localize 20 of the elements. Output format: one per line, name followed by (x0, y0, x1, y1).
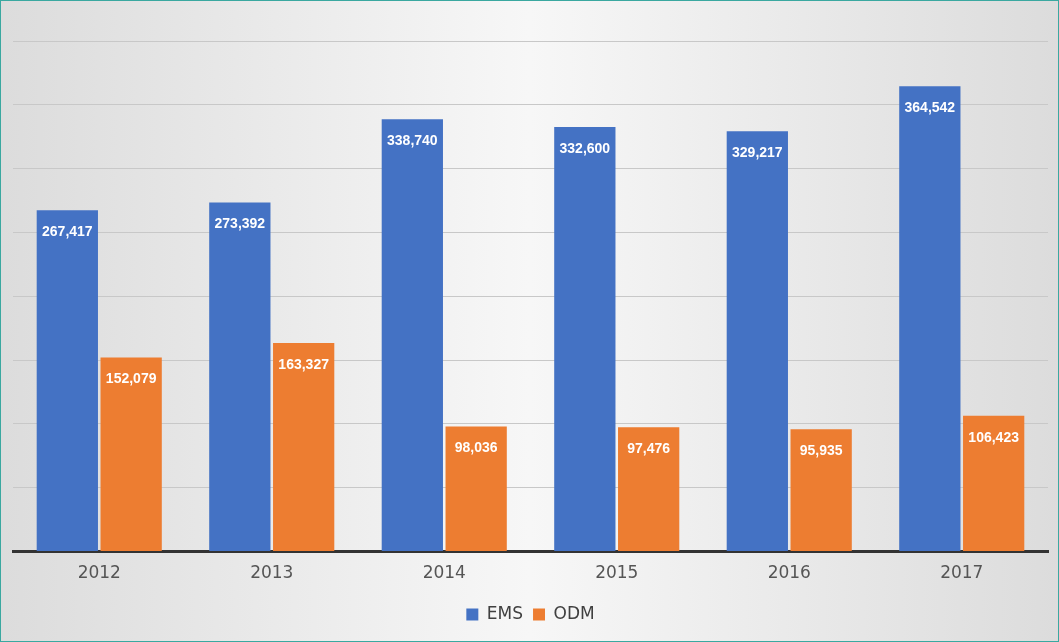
data-label: 332,600 (559, 139, 611, 156)
x-tick-label: 2014 (422, 562, 466, 583)
x-tick-label: 2012 (77, 562, 121, 583)
data-label: 97,476 (627, 440, 671, 457)
x-tick-label: 2016 (767, 562, 811, 583)
data-label: 267,417 (42, 223, 93, 240)
data-label: 106,423 (968, 428, 1020, 445)
data-label: 329,217 (732, 144, 783, 161)
x-tick-label: 2013 (250, 562, 294, 583)
legend-label: EMS (486, 602, 524, 623)
data-label: 364,542 (904, 99, 956, 116)
data-label: 273,392 (214, 215, 266, 232)
data-label: 152,079 (105, 370, 157, 387)
legend-label: ODM (553, 602, 595, 623)
data-label: 163,327 (278, 355, 330, 372)
data-label: 95,935 (799, 442, 843, 458)
x-tick-label: 2017 (940, 562, 984, 583)
data-label: 98,036 (454, 439, 498, 456)
x-tick-label: 2015 (595, 562, 639, 583)
data-label: 338,740 (387, 132, 438, 149)
